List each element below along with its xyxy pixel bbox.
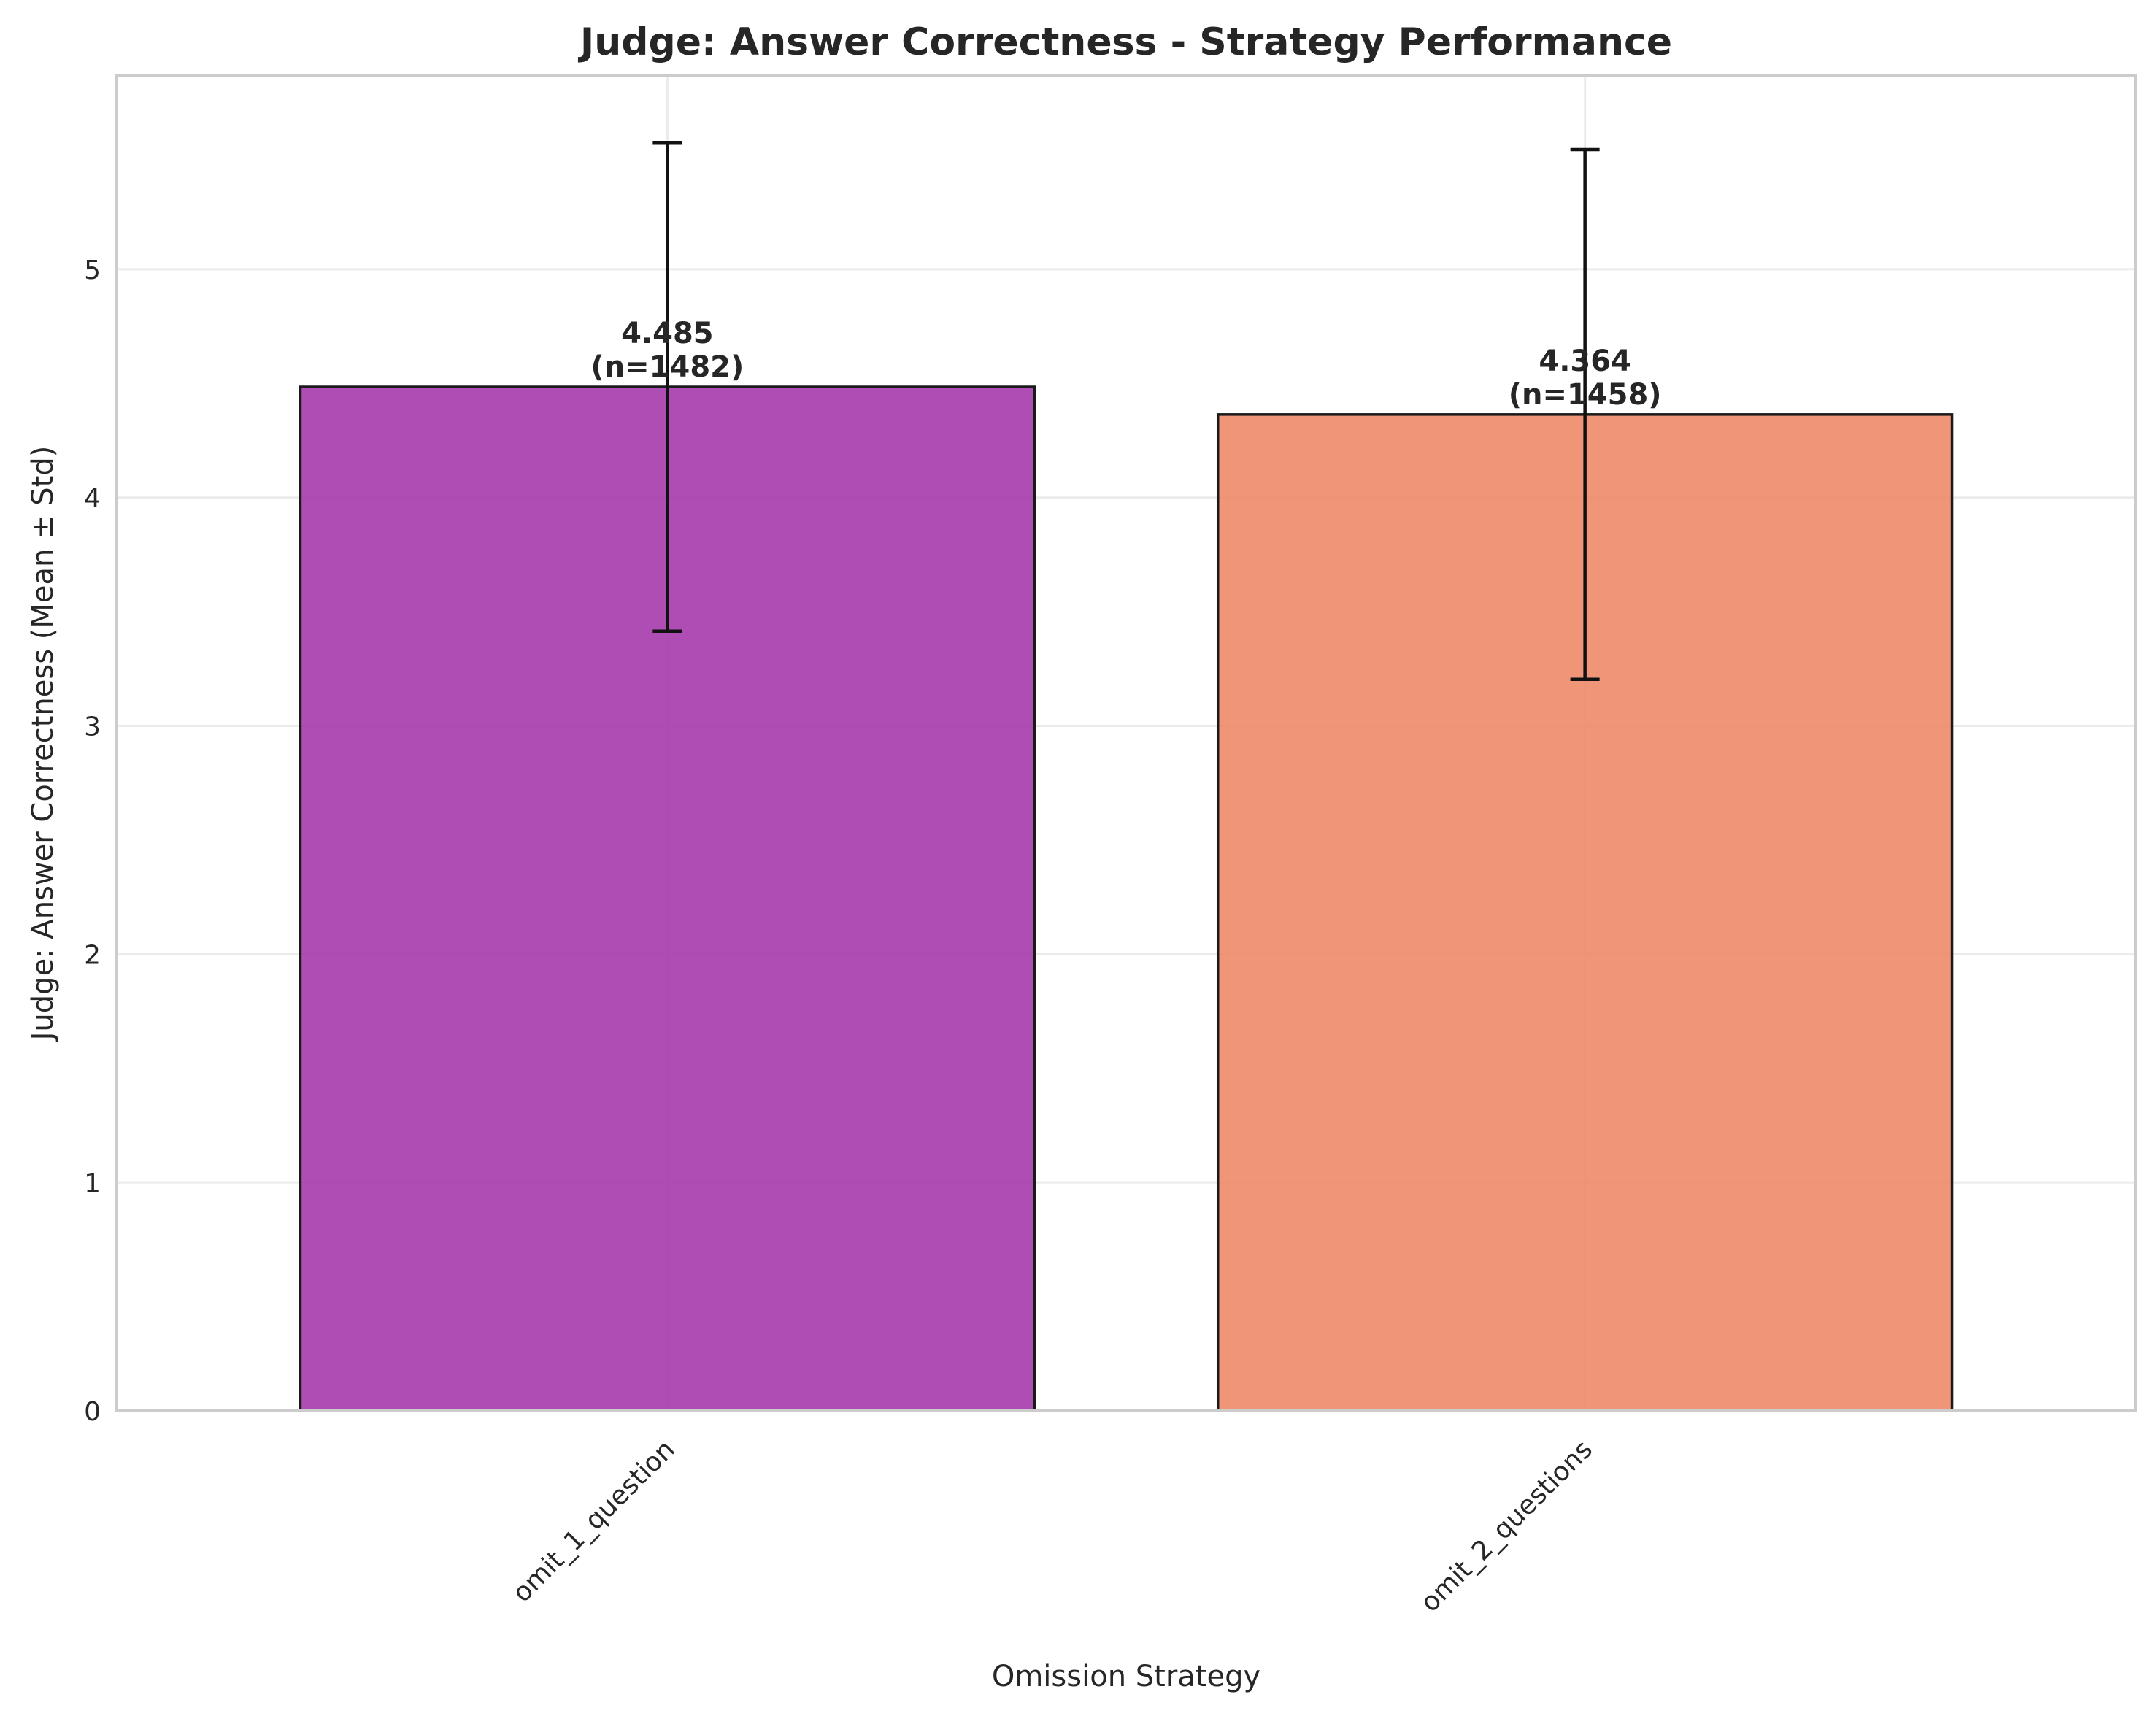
y-tick-label: 3 <box>84 712 101 742</box>
data-label-value: 4.364 <box>1539 345 1631 378</box>
data-label-n: (n=1482) <box>590 350 744 384</box>
x-tick-label: omit_1_question <box>507 1434 681 1608</box>
plot-frame <box>115 74 2137 1412</box>
y-axis-label: Judge: Answer Correctness (Mean ± Std) <box>26 446 60 1043</box>
data-labels: 4.485(n=1482) 4.364(n=1458) <box>590 317 1661 412</box>
y-tick-label: 1 <box>84 1169 101 1198</box>
y-tick-label: 2 <box>84 940 101 970</box>
y-tick-labels: 0 1 2 3 4 5 <box>84 255 101 1427</box>
data-label-n: (n=1458) <box>1509 378 1662 412</box>
x-tick-label: omit_2_questions <box>1415 1434 1598 1617</box>
x-axis-label: Omission Strategy <box>992 1660 1260 1693</box>
y-tick-label: 5 <box>84 255 101 285</box>
y-tick-label: 4 <box>84 484 101 514</box>
x-tick-labels: omit_1_question omit_2_questions <box>507 1434 1598 1617</box>
data-label-value: 4.485 <box>621 317 714 350</box>
error-bars <box>652 141 1600 681</box>
chart-title: Judge: Answer Correctness - Strategy Per… <box>578 20 1672 64</box>
y-tick-label: 0 <box>84 1397 101 1427</box>
